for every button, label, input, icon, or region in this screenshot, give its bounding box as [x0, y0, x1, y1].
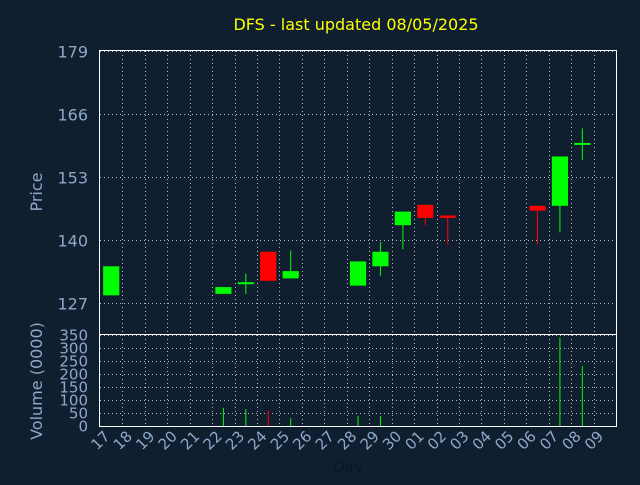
- volume-tick-label: 150: [59, 379, 88, 397]
- chart-title: DFS - last updated 08/05/2025: [233, 15, 478, 34]
- price-tick-label: 127: [57, 295, 88, 314]
- volume-tick-label: 200: [59, 366, 88, 384]
- candle-body: [349, 261, 367, 286]
- volume-tick-label: 0: [78, 418, 88, 436]
- volume-axis-label: Volume (0000): [27, 322, 46, 440]
- candle-body: [417, 204, 434, 218]
- volume-tick-label: 250: [59, 353, 88, 371]
- candle-body: [394, 211, 411, 226]
- price-y-tick-labels: 127 140 153 166 179: [57, 43, 88, 314]
- volume-panel-frame: [99, 334, 617, 427]
- volume-tick-label: 300: [59, 340, 88, 358]
- candle: [439, 215, 456, 245]
- candle: [394, 211, 411, 250]
- volume-tick-label: 100: [59, 392, 88, 410]
- candle: [372, 242, 389, 276]
- x-tick-labels: 1718192021222324252627282930010203040506…: [87, 427, 607, 453]
- candle-body: [574, 142, 591, 145]
- candle-body: [282, 271, 299, 279]
- x-axis-label: Day: [333, 458, 363, 476]
- candle-body: [551, 156, 568, 206]
- candle: [237, 273, 254, 294]
- candle: [574, 128, 591, 160]
- price-tick-label: 153: [57, 169, 88, 188]
- volume-bars: [222, 337, 583, 426]
- candle-body: [103, 266, 120, 296]
- candle: [349, 261, 367, 286]
- candle-body: [529, 205, 546, 211]
- candle: [551, 156, 568, 233]
- candle: [417, 204, 434, 226]
- candle-body: [215, 287, 232, 294]
- price-tick-label: 166: [57, 106, 88, 125]
- candle-body: [237, 282, 254, 285]
- price-tick-label: 179: [57, 43, 88, 62]
- volume-tick-label: 350: [59, 327, 88, 345]
- volume-tick-label: 50: [69, 405, 88, 423]
- candle-body: [260, 251, 277, 281]
- candles: [103, 128, 591, 296]
- candle: [282, 250, 299, 279]
- candle: [103, 266, 120, 296]
- candle: [260, 251, 277, 281]
- candle: [529, 205, 546, 245]
- candle-body: [372, 251, 389, 267]
- price-axis-label: Price: [27, 172, 46, 211]
- candle: [215, 287, 232, 294]
- price-tick-label: 140: [57, 232, 88, 251]
- candle-body: [439, 215, 456, 218]
